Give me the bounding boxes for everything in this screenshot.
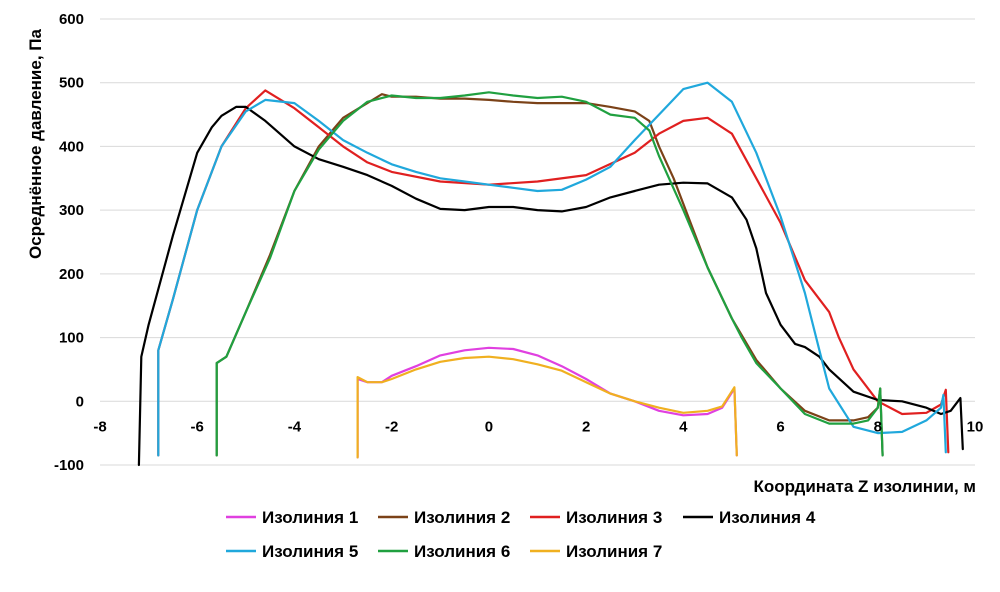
y-tick-label: 500 <box>59 75 84 92</box>
y-axis-ticks: -100 0 100 200 300 400 500 600 <box>54 11 84 474</box>
x-axis-title: Координата Z изолинии, м <box>753 477 976 496</box>
x-axis-ticks: -8 -6 -4 -2 0 2 4 6 8 10 <box>93 418 983 435</box>
legend-label: Изолиния 1 <box>262 508 358 527</box>
y-tick-label: 600 <box>59 11 84 28</box>
x-tick-label: -6 <box>191 418 204 435</box>
legend-item-1: Изолиния 1 <box>226 508 358 527</box>
x-tick-label: 8 <box>874 418 882 435</box>
legend-item-6: Изолиния 6 <box>378 542 510 561</box>
legend-item-3: Изолиния 3 <box>530 508 662 527</box>
y-tick-label: 200 <box>59 266 84 283</box>
legend-label: Изолиния 7 <box>566 542 662 561</box>
x-tick-label: 2 <box>582 418 590 435</box>
x-tick-label: 10 <box>967 418 984 435</box>
series-line-4 <box>137 105 964 467</box>
legend-item-7: Изолиния 7 <box>530 542 662 561</box>
x-tick-label: 6 <box>776 418 784 435</box>
series-line-3 <box>157 89 950 457</box>
series-line-1 <box>356 346 738 459</box>
y-tick-label: 300 <box>59 202 84 219</box>
series-line-2 <box>215 93 884 457</box>
legend-label: Изолиния 5 <box>262 542 358 561</box>
y-tick-label: 400 <box>59 138 84 155</box>
x-tick-label: 4 <box>679 418 688 435</box>
y-axis-title: Осреднённое давление, Па <box>26 29 45 259</box>
legend-label: Изолиния 6 <box>414 542 510 561</box>
legend-item-2: Изолиния 2 <box>378 508 510 527</box>
legend-item-5: Изолиния 5 <box>226 542 358 561</box>
series-line-5 <box>157 81 947 457</box>
series-line-6 <box>215 91 884 457</box>
series-lines <box>137 81 964 467</box>
legend-item-4: Изолиния 4 <box>683 508 816 527</box>
legend: Изолиния 1 Изолиния 2 Изолиния 3 Изолиния 4… <box>226 508 816 561</box>
x-tick-label: -2 <box>385 418 398 435</box>
y-tick-label: 100 <box>59 330 84 347</box>
y-tick-label: -100 <box>54 457 84 474</box>
legend-label: Изолиния 4 <box>719 508 816 527</box>
y-tick-label: 0 <box>76 393 84 410</box>
x-tick-label: 0 <box>485 418 493 435</box>
x-tick-label: -4 <box>288 418 302 435</box>
grid-lines <box>100 18 975 466</box>
x-tick-label: -8 <box>93 418 106 435</box>
legend-label: Изолиния 3 <box>566 508 662 527</box>
legend-label: Изолиния 2 <box>414 508 510 527</box>
series-line-7 <box>356 355 738 459</box>
